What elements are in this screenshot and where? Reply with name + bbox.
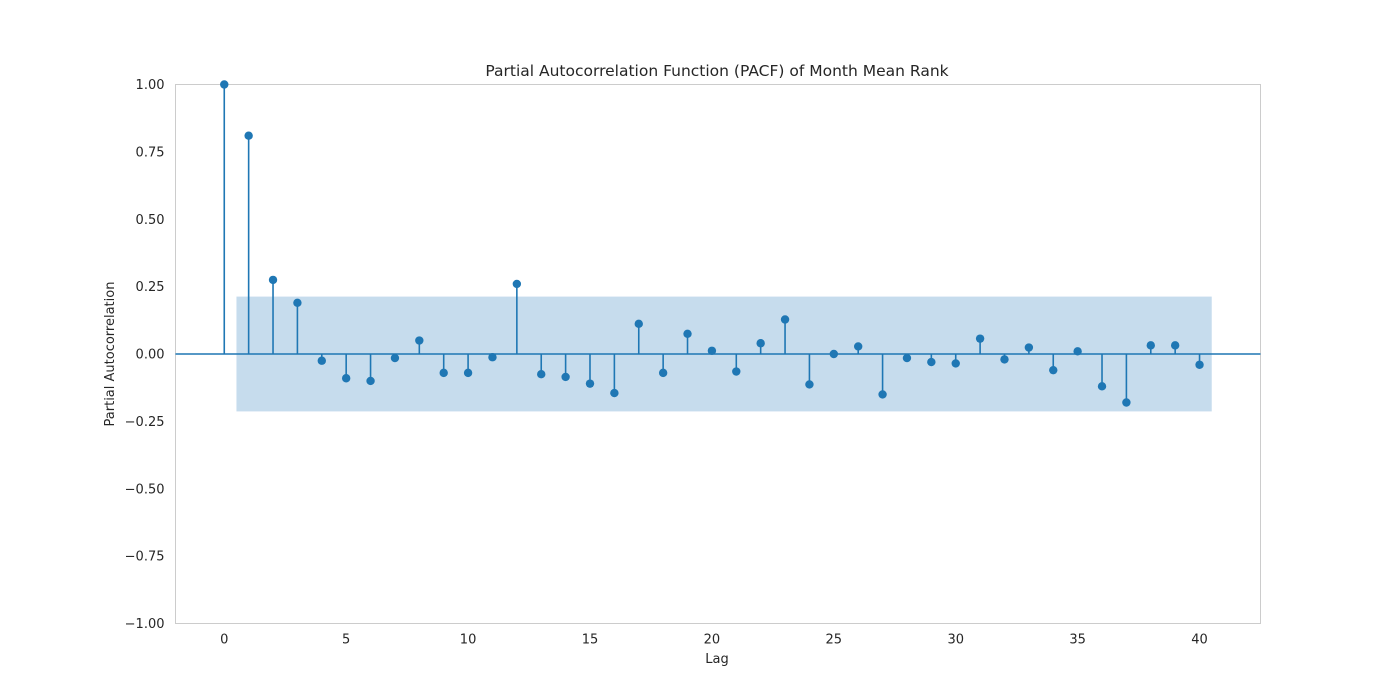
x-tick-label: 15 — [582, 633, 599, 648]
y-tick-label: −0.75 — [125, 550, 165, 565]
marker-lag-8 — [415, 336, 424, 345]
x-axis-label: Lag — [705, 652, 728, 667]
marker-lag-26 — [853, 342, 863, 351]
y-tick-label: 1.00 — [136, 78, 165, 93]
marker-lag-9 — [439, 368, 448, 378]
y-tick-labels: −1.00 −0.75 −0.50 −0.25 0.00 0.25 0.50 0.75 1.00 — [125, 78, 165, 632]
marker-lag-39 — [1170, 341, 1180, 350]
markers-layer — [220, 80, 1204, 407]
chart-title: Partial Autocorrelation Function (PACF) … — [485, 62, 948, 80]
marker-lag-3 — [293, 298, 302, 307]
marker-lag-35 — [1073, 347, 1082, 356]
marker-lag-18 — [658, 368, 668, 378]
marker-lag-11 — [488, 353, 497, 362]
marker-lag-17 — [634, 319, 643, 329]
y-tick-label: 0.75 — [136, 145, 165, 160]
x-tick-label: 5 — [342, 633, 350, 648]
marker-lag-31 — [975, 334, 985, 343]
marker-lag-4 — [317, 356, 326, 365]
y-tick-label: 0.50 — [136, 213, 165, 228]
marker-lag-34 — [1049, 365, 1058, 375]
marker-lag-30 — [951, 359, 960, 368]
marker-lag-21 — [732, 367, 741, 376]
marker-lag-2 — [268, 275, 278, 285]
marker-lag-13 — [537, 370, 546, 379]
marker-lag-40 — [1195, 360, 1204, 369]
marker-lag-37 — [1122, 398, 1131, 407]
marker-lag-20 — [707, 346, 717, 355]
marker-lag-7 — [390, 353, 400, 363]
y-axis-label: Partial Autocorrelation — [103, 282, 118, 427]
marker-lag-12 — [512, 279, 522, 289]
marker-lag-33 — [1024, 343, 1034, 352]
marker-lag-32 — [1000, 355, 1009, 364]
marker-lag-5 — [341, 374, 351, 383]
marker-lag-24 — [805, 380, 814, 389]
x-tick-labels: 0 5 10 15 20 25 30 35 40 — [220, 633, 1208, 648]
marker-lag-10 — [463, 368, 473, 378]
marker-lag-23 — [780, 315, 790, 324]
x-tick-label: 25 — [826, 633, 843, 648]
marker-lag-1 — [244, 131, 253, 140]
x-tick-label: 30 — [947, 633, 964, 648]
y-tick-label: −1.00 — [125, 617, 165, 632]
marker-lag-15 — [585, 379, 595, 388]
x-tick-label: 35 — [1069, 633, 1086, 648]
marker-lag-38 — [1146, 341, 1155, 350]
marker-lag-16 — [610, 388, 619, 398]
y-tick-label: −0.25 — [125, 415, 165, 430]
x-tick-label: 10 — [460, 633, 477, 648]
marker-lag-28 — [902, 353, 912, 363]
x-tick-label: 20 — [704, 633, 721, 648]
marker-lag-27 — [878, 390, 887, 399]
marker-lag-6 — [366, 376, 375, 386]
marker-lag-19 — [683, 329, 692, 338]
marker-lag-22 — [756, 339, 765, 348]
marker-lag-36 — [1097, 382, 1107, 391]
marker-lag-29 — [927, 357, 936, 367]
marker-lag-14 — [561, 372, 570, 382]
x-tick-label: 40 — [1191, 633, 1208, 648]
y-tick-label: 0.25 — [136, 280, 165, 295]
x-tick-label: 0 — [220, 633, 228, 648]
marker-lag-0 — [220, 80, 229, 89]
y-tick-label: −0.50 — [125, 482, 165, 497]
y-tick-label: 0.00 — [136, 348, 165, 363]
marker-lag-25 — [829, 349, 839, 359]
